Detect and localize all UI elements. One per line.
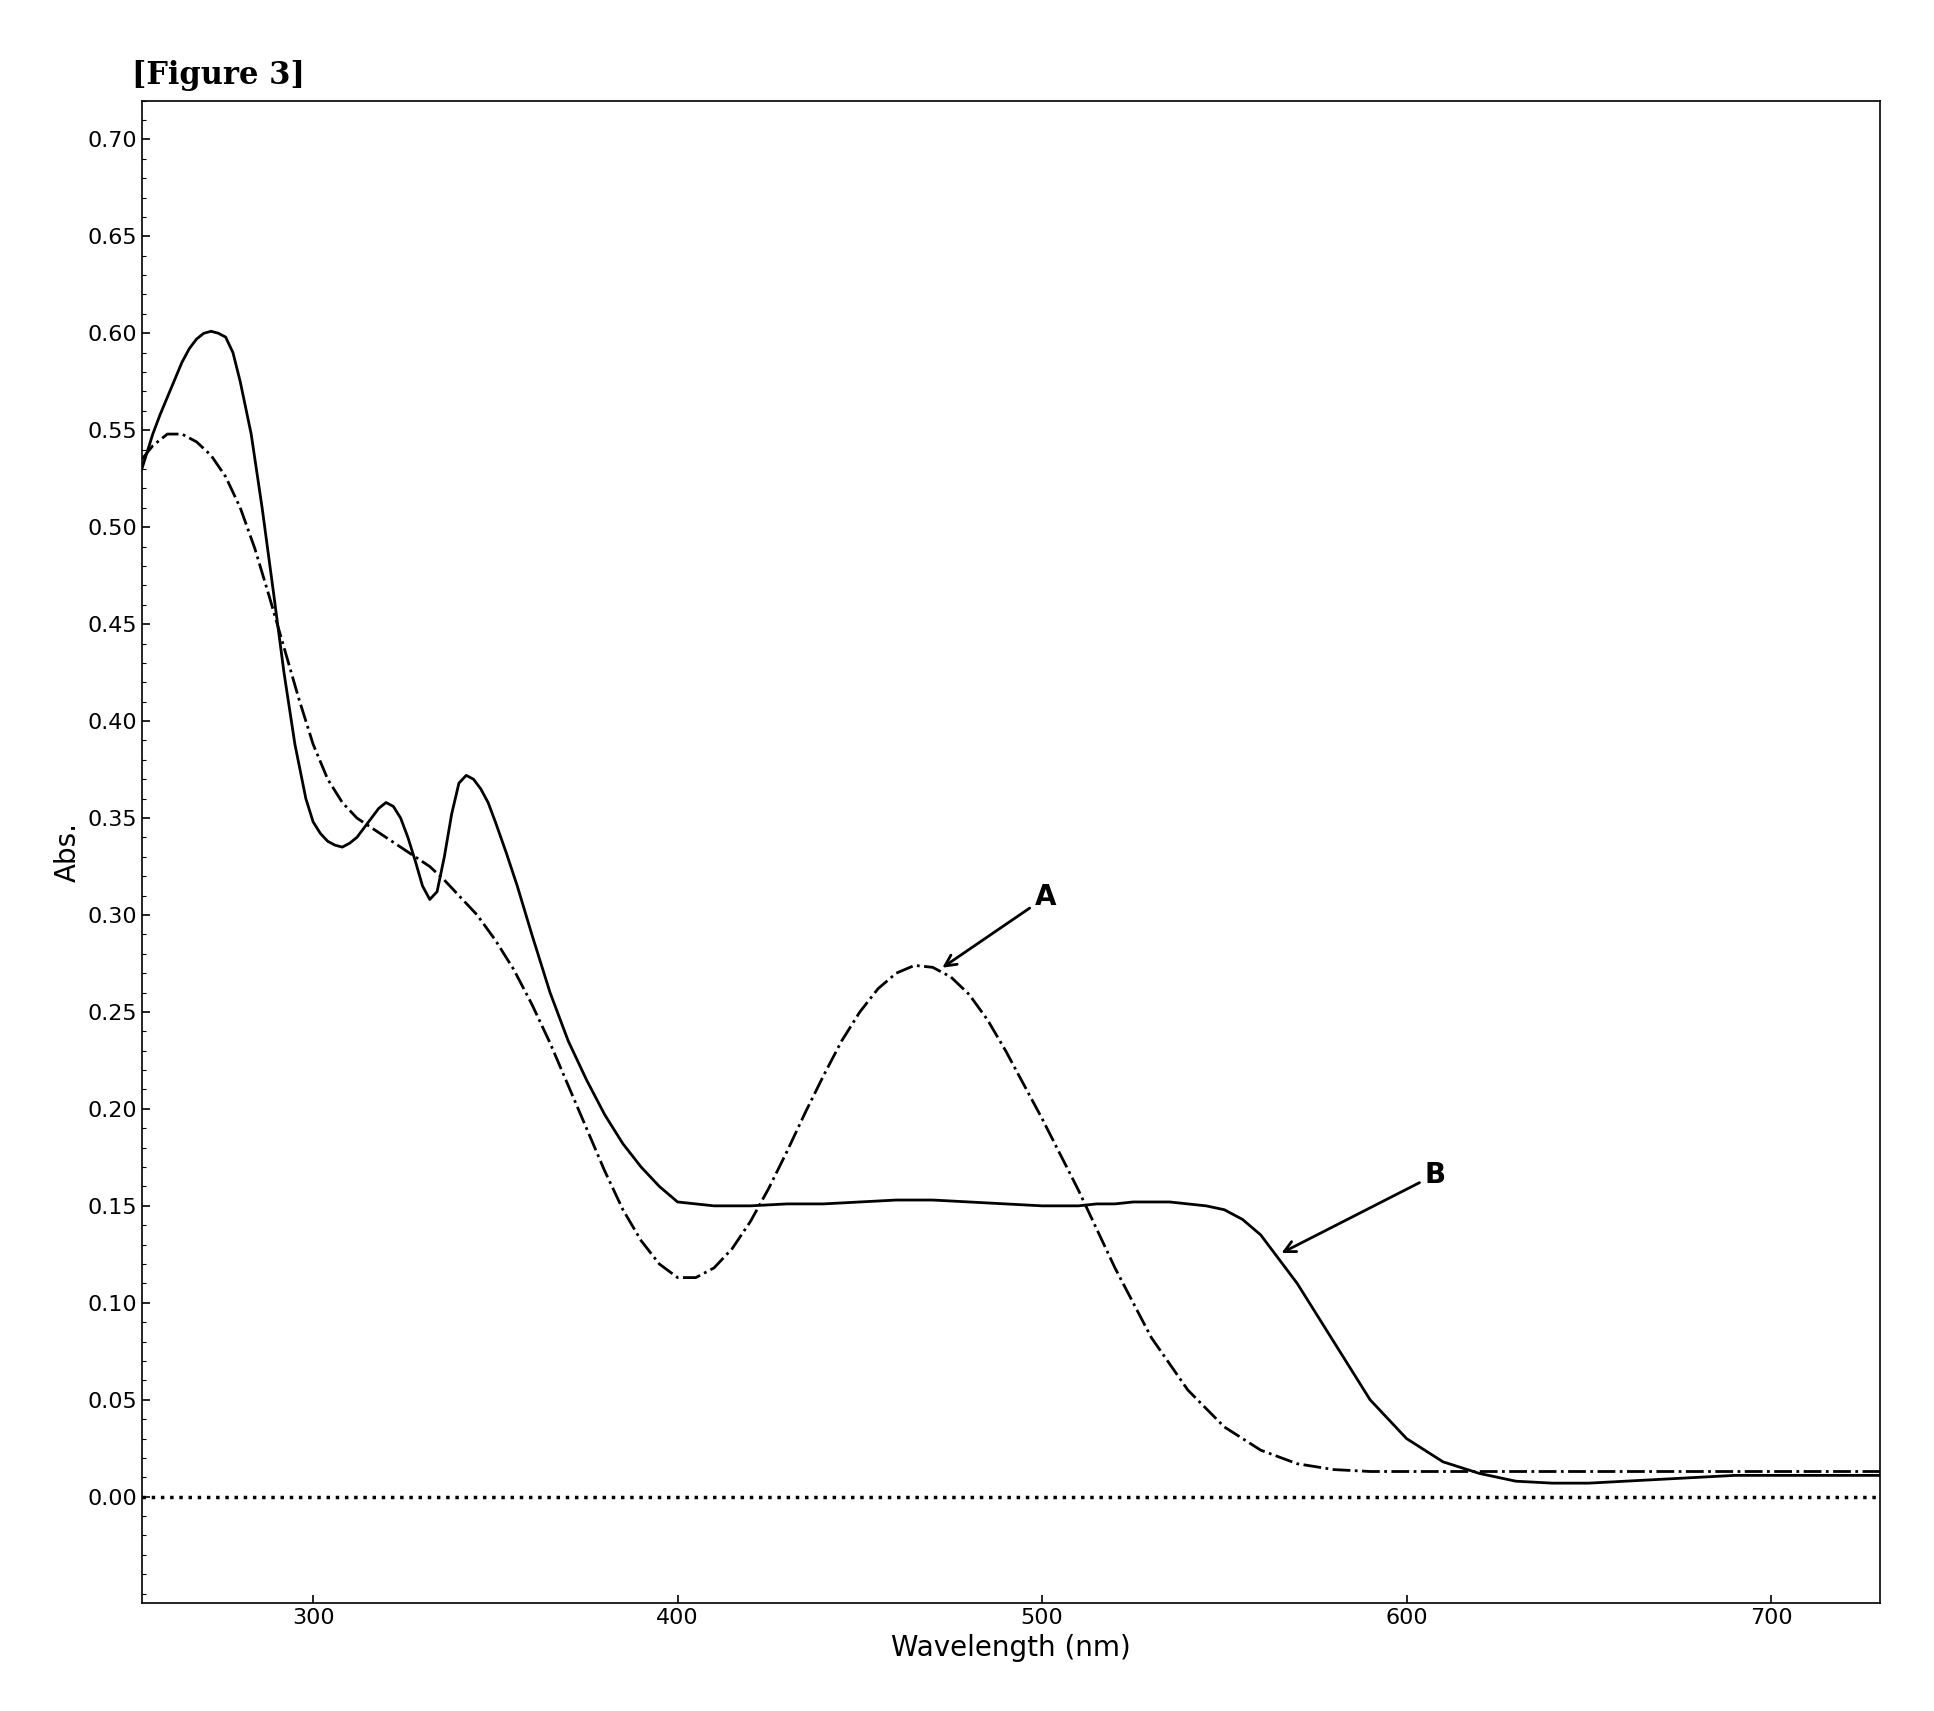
X-axis label: Wavelength (nm): Wavelength (nm) — [892, 1634, 1131, 1661]
Y-axis label: Abs.: Abs. — [54, 821, 81, 881]
Text: [Figure 3]: [Figure 3] — [132, 60, 304, 91]
Text: B: B — [1284, 1160, 1447, 1252]
Text: A: A — [946, 883, 1056, 967]
